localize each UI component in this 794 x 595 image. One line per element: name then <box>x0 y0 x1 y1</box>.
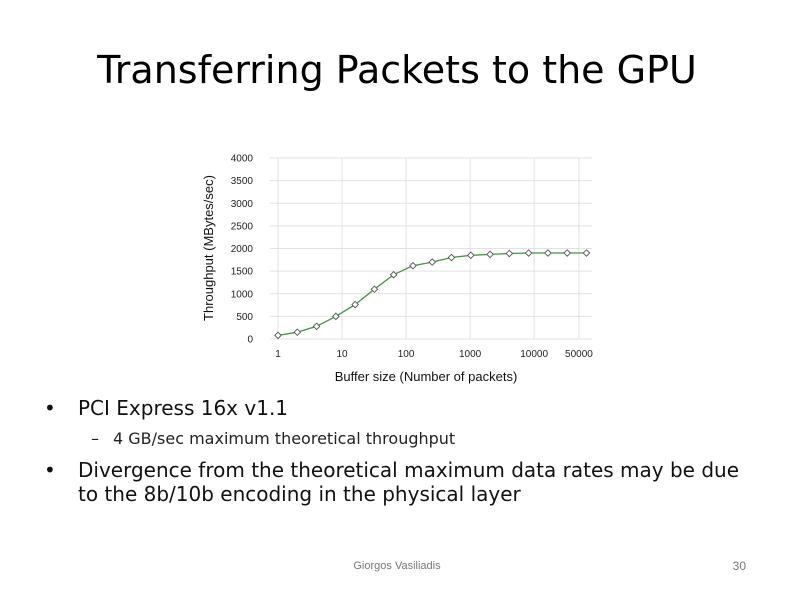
data-point <box>331 312 340 321</box>
chart-svg: 0 500 1000 1500 2000 2500 3000 3500 4000 1 10 100 10… <box>201 154 593 385</box>
x-tick-label: 100 <box>398 349 415 360</box>
data-point <box>582 249 591 257</box>
data-point <box>274 331 282 340</box>
data-point <box>447 253 456 262</box>
data-point <box>428 258 437 266</box>
bullet-marker: • <box>44 396 56 420</box>
throughput-chart: 0 500 1000 1500 2000 2500 3000 3500 4000 1 10 100 10… <box>196 150 600 390</box>
bullet-pci-express: • PCI Express 16x v1.1 <box>44 396 288 420</box>
y-tick-label: 2500 <box>231 221 254 232</box>
data-point <box>524 249 533 257</box>
data-point <box>409 261 417 270</box>
data-point <box>544 249 552 257</box>
y-tick-label: 2000 <box>231 244 254 255</box>
data-point <box>505 249 514 258</box>
bullet-text: PCI Express 16x v1.1 <box>78 396 289 420</box>
x-tick-label: 10000 <box>520 349 548 360</box>
y-axis-label: Throughput (MBytes/sec) <box>201 175 216 321</box>
slide-title: Transferring Packets to the GPU <box>97 48 697 92</box>
data-point <box>351 300 359 309</box>
data-point <box>312 322 321 331</box>
data-point <box>370 285 379 294</box>
x-tick-label: 1 <box>275 349 281 360</box>
sub-bullet-marker: – <box>91 429 99 448</box>
slide-number: 30 <box>732 559 746 573</box>
y-tick-label: 3500 <box>231 176 254 187</box>
footer-author: Giorgos Vasiliadis <box>353 560 441 572</box>
x-tick-label: 50000 <box>565 349 593 360</box>
x-tick-label: 1000 <box>459 349 482 360</box>
bullet-text: Divergence from the theoretical maximum … <box>78 458 739 506</box>
data-point <box>389 270 398 279</box>
bullet-divergence: • Divergence from the theoretical maximu… <box>44 458 764 506</box>
data-point <box>293 328 302 337</box>
data-point <box>563 249 572 257</box>
bullet-marker: • <box>44 458 56 482</box>
y-tick-label: 1500 <box>231 267 254 278</box>
y-tick-label: 1000 <box>231 289 254 300</box>
y-tick-label: 500 <box>236 312 253 323</box>
x-tick-label: 10 <box>336 349 348 360</box>
data-point <box>486 250 494 259</box>
y-tick-label: 4000 <box>231 154 254 165</box>
x-axis-label: Buffer size (Number of packets) <box>335 369 518 384</box>
y-tick-label: 3000 <box>231 199 254 210</box>
data-point <box>466 251 475 260</box>
sub-bullet-throughput: – 4 GB/sec maximum theoretical throughpu… <box>91 429 455 448</box>
y-tick-label: 0 <box>247 335 253 346</box>
sub-bullet-text: 4 GB/sec maximum theoretical throughput <box>113 429 456 448</box>
